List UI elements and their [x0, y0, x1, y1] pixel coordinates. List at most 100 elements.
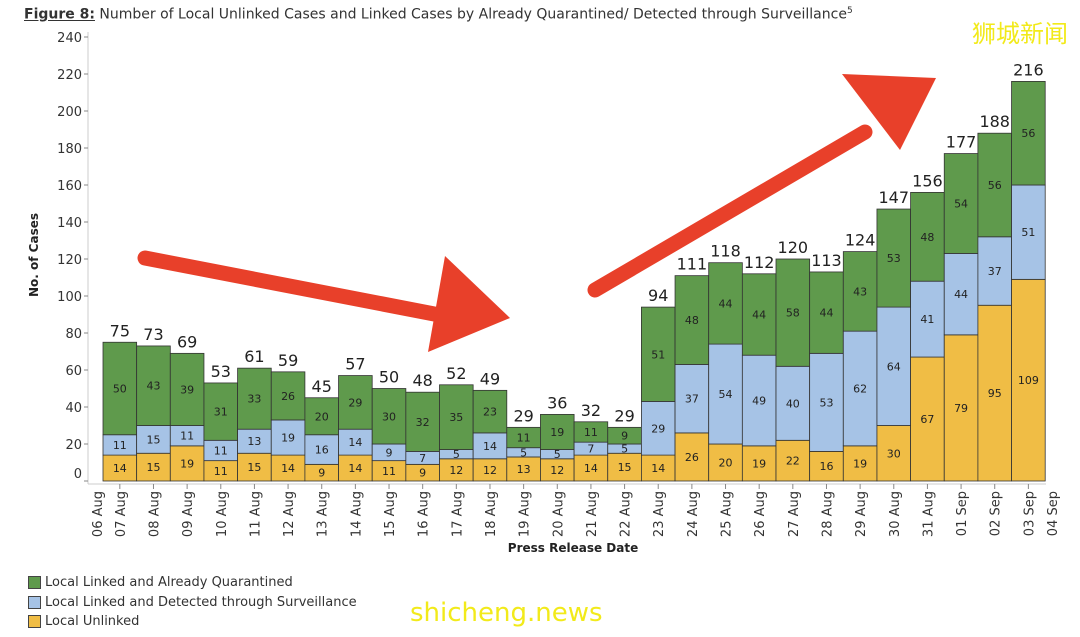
bar-segment — [876, 306, 912, 426]
segment-label: 19 — [550, 426, 564, 439]
x-tick-label: 13 Aug — [316, 491, 331, 537]
total-label: 69 — [177, 332, 197, 351]
segment-label: 11 — [584, 426, 598, 439]
segment-label: 44 — [954, 288, 968, 301]
total-label: 112 — [744, 253, 775, 272]
segment-label: 44 — [752, 309, 766, 322]
bar-segment — [977, 304, 1012, 482]
watermark-chinese: 狮城新闻 — [972, 20, 1068, 48]
segment-label: 56 — [1021, 127, 1035, 140]
y-tick-label: 160 — [57, 179, 82, 194]
bar-segment — [371, 388, 407, 445]
bar-segment — [943, 153, 979, 254]
total-label: 111 — [677, 255, 708, 274]
total-label: 49 — [480, 369, 500, 388]
bar-segment — [338, 375, 373, 430]
x-tick-label: 11 Aug — [248, 491, 263, 537]
bar-segment — [136, 452, 171, 482]
down-trend-arrow-shaft — [137, 250, 463, 326]
segment-label: 44 — [719, 297, 733, 310]
segment-label: 5 — [621, 443, 628, 456]
y-tick-label: 200 — [57, 105, 82, 120]
x-tick-label: 06 Aug — [91, 491, 106, 537]
total-label: 73 — [143, 325, 163, 344]
segment-label: 51 — [651, 348, 665, 361]
segment-label: 19 — [180, 457, 194, 470]
total-label: 118 — [710, 242, 741, 261]
segment-label: 20 — [315, 410, 329, 423]
y-tick-label: 220 — [57, 68, 82, 83]
segment-label: 41 — [920, 313, 934, 326]
x-tick-label: 10 Aug — [215, 491, 230, 537]
y-tick-label: 120 — [57, 253, 82, 268]
segment-label: 14 — [651, 462, 665, 475]
bar-segment — [708, 343, 743, 445]
bar-segment — [943, 253, 979, 336]
bar-segment — [842, 251, 878, 332]
total-label: 147 — [879, 188, 910, 207]
bar-segment — [809, 271, 844, 354]
bar-segment — [506, 456, 541, 482]
segment-label: 29 — [348, 396, 362, 409]
segment-label: 9 — [386, 446, 393, 459]
bar-segment — [775, 365, 811, 441]
segment-label: 16 — [819, 460, 833, 473]
total-label: 75 — [110, 321, 130, 340]
x-tick-label: 25 Aug — [720, 491, 735, 537]
legend-item-quarantined: Local Linked and Already Quarantined — [28, 575, 293, 590]
segment-label: 39 — [180, 383, 194, 396]
x-tick-label: 23 Aug — [652, 491, 667, 537]
x-tick-label: 03 Sep — [1022, 491, 1037, 536]
segment-label: 9 — [419, 467, 426, 480]
bar-segment — [775, 258, 811, 367]
bar-segment — [1011, 184, 1046, 280]
bar-segment — [237, 367, 272, 430]
segment-label: 9 — [318, 467, 325, 480]
legend-item-unlinked: Local Unlinked — [28, 614, 139, 629]
segment-label: 12 — [550, 464, 564, 477]
legend-label: Local Unlinked — [45, 614, 140, 629]
segment-label: 14 — [348, 436, 362, 449]
total-label: 36 — [547, 393, 567, 412]
bar-segment — [741, 273, 777, 356]
y-tick-label: 180 — [57, 142, 82, 157]
segment-label: 79 — [954, 402, 968, 415]
segment-label: 11 — [113, 439, 127, 452]
segment-label: 14 — [281, 462, 295, 475]
segment-label: 23 — [483, 406, 497, 419]
segment-label: 14 — [584, 462, 598, 475]
title-footnote: 5 — [846, 6, 853, 16]
bar-segment — [809, 352, 844, 452]
total-label: 124 — [845, 231, 876, 250]
total-label: 120 — [778, 238, 809, 257]
segment-label: 11 — [517, 432, 531, 445]
segment-label: 15 — [146, 461, 160, 474]
total-label: 156 — [912, 171, 943, 190]
segment-label: 9 — [621, 430, 628, 443]
y-tick-label: 80 — [65, 327, 82, 342]
bar-segment — [304, 434, 339, 465]
segment-label: 15 — [247, 461, 261, 474]
segment-label: 30 — [382, 410, 396, 423]
segment-label: 43 — [853, 285, 867, 298]
bar-segment — [876, 208, 912, 308]
segment-label: 19 — [752, 457, 766, 470]
y-axis-label: No. of Cases — [27, 213, 41, 297]
bar-segment — [169, 445, 205, 482]
total-label: 188 — [979, 112, 1010, 131]
total-label: 177 — [946, 133, 977, 152]
bar-segment — [876, 425, 912, 482]
x-tick-label: 18 Aug — [484, 491, 499, 537]
y-tick-label: 100 — [57, 290, 82, 305]
segment-label: 7 — [587, 443, 594, 456]
bar-segment — [641, 401, 676, 456]
x-tick-label: 29 Aug — [854, 491, 869, 537]
legend-label: Local Linked and Detected through Survei… — [45, 595, 357, 610]
segment-label: 64 — [887, 360, 901, 373]
x-tick-label: 31 Aug — [921, 491, 936, 537]
total-label: 53 — [211, 362, 231, 381]
segment-label: 62 — [853, 383, 867, 396]
y-tick-label: 60 — [65, 364, 82, 379]
segment-label: 95 — [988, 387, 1002, 400]
